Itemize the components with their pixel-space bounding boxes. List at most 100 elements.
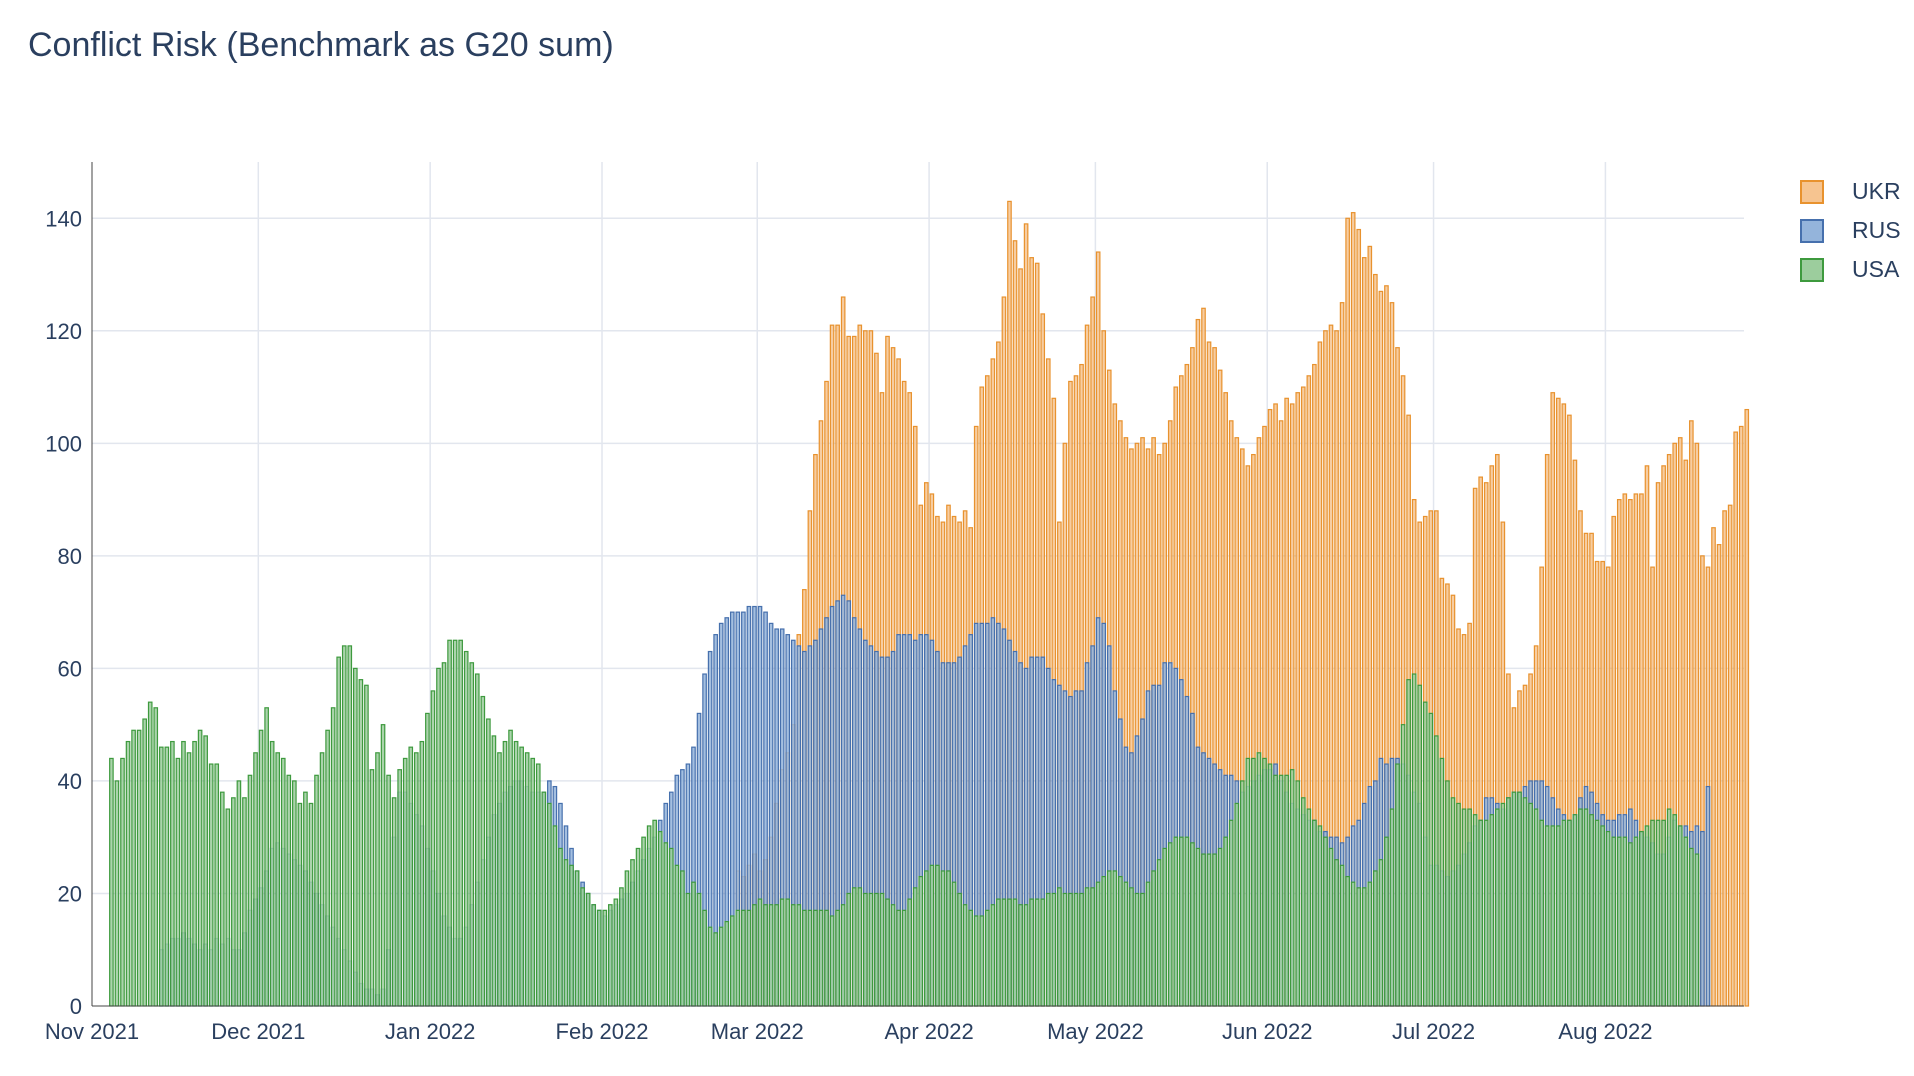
- bar-usa: [563, 859, 569, 1007]
- bar-usa: [1278, 774, 1284, 1007]
- bar-usa: [1450, 797, 1456, 1007]
- bar-usa: [402, 757, 408, 1007]
- bar-usa: [214, 763, 220, 1007]
- bar-usa: [513, 740, 519, 1007]
- legend-item-usa[interactable]: USA: [1800, 250, 1901, 289]
- legend: UKR RUS USA: [1800, 172, 1901, 289]
- bar-usa: [790, 904, 796, 1007]
- bar-usa: [1666, 808, 1672, 1007]
- bar-usa: [1273, 774, 1278, 1007]
- bar-usa: [441, 662, 447, 1007]
- bar-ukr: [1744, 408, 1750, 1007]
- bar-usa: [1012, 898, 1018, 1007]
- bar-usa: [1323, 836, 1328, 1007]
- bar-usa: [1245, 757, 1251, 1007]
- bar-usa: [1317, 825, 1323, 1007]
- bar-usa: [330, 707, 336, 1007]
- bar-usa: [1167, 842, 1173, 1007]
- bar-usa: [1145, 881, 1151, 1007]
- bar-usa: [452, 639, 458, 1007]
- bar-usa: [1339, 864, 1345, 1007]
- bar-usa: [1106, 870, 1112, 1007]
- bar-usa: [674, 864, 680, 1007]
- bar-usa: [657, 830, 663, 1007]
- bar-usa: [1395, 763, 1400, 1007]
- bar-usa: [120, 757, 125, 1007]
- bar-usa: [1461, 808, 1467, 1007]
- bar-usa: [1639, 830, 1644, 1007]
- grid-lines: [92, 162, 1744, 1006]
- bar-usa: [1467, 808, 1472, 1007]
- bar-usa: [1389, 808, 1395, 1007]
- bar-usa: [829, 915, 835, 1007]
- bar-usa: [1090, 887, 1095, 1007]
- bar-usa: [912, 887, 918, 1007]
- bar-usa: [1007, 898, 1012, 1007]
- bar-usa: [984, 909, 990, 1007]
- bar-usa: [1367, 881, 1373, 1007]
- bar-usa: [219, 791, 225, 1007]
- bar-usa: [319, 752, 325, 1007]
- bar-usa: [147, 701, 153, 1007]
- bar-usa: [286, 774, 292, 1007]
- bar-usa: [713, 932, 718, 1007]
- bar-usa: [774, 904, 779, 1007]
- y-tick-label: 0: [70, 994, 82, 1019]
- legend-item-rus[interactable]: RUS: [1800, 211, 1901, 250]
- bar-usa: [668, 847, 674, 1007]
- legend-item-ukr[interactable]: UKR: [1800, 172, 1901, 211]
- bar-usa: [1689, 847, 1694, 1007]
- bar-ukr: [1722, 510, 1727, 1007]
- bar-usa: [901, 909, 907, 1007]
- bar-usa: [192, 740, 197, 1007]
- bar-usa: [1600, 825, 1605, 1007]
- bar-usa: [1057, 887, 1062, 1007]
- x-tick-label: Nov 2021: [45, 1019, 139, 1044]
- bar-usa: [1489, 814, 1495, 1007]
- bar-usa: [1572, 814, 1578, 1007]
- bar-usa: [1184, 836, 1190, 1007]
- bar-usa: [1251, 757, 1256, 1007]
- bar-usa: [1400, 724, 1406, 1007]
- bar-usa: [242, 797, 247, 1007]
- bar-usa: [341, 645, 347, 1007]
- bar-usa: [1406, 679, 1411, 1007]
- y-tick-label: 140: [45, 206, 82, 231]
- bar-usa: [541, 791, 547, 1007]
- bar-usa: [652, 819, 658, 1007]
- bar-usa: [436, 667, 441, 1007]
- bar-usa: [474, 673, 480, 1007]
- bar-usa: [1661, 819, 1666, 1007]
- bar-usa: [1605, 830, 1611, 1007]
- bar-usa: [231, 797, 236, 1007]
- bar-usa: [1384, 836, 1389, 1007]
- bar-usa: [1206, 853, 1212, 1007]
- bar-usa: [1589, 814, 1594, 1007]
- bar-usa: [247, 774, 253, 1007]
- bar-usa: [269, 740, 275, 1007]
- bar-usa: [779, 898, 785, 1007]
- bar-usa: [1162, 847, 1168, 1007]
- bar-usa: [380, 724, 386, 1007]
- bar-usa: [391, 797, 397, 1007]
- bar-usa: [879, 892, 885, 1007]
- bar-usa: [574, 870, 580, 1007]
- bar-usa: [1045, 892, 1051, 1007]
- bar-usa: [718, 926, 724, 1007]
- bar-usa: [314, 774, 319, 1007]
- bar-usa: [236, 780, 242, 1007]
- bar-usa: [746, 909, 752, 1007]
- bar-usa: [1328, 847, 1334, 1007]
- bar-ukr: [1727, 504, 1733, 1007]
- legend-swatch-rus: [1800, 218, 1824, 243]
- bar-usa: [491, 735, 497, 1007]
- bar-usa: [1190, 842, 1195, 1007]
- bar-usa: [1677, 825, 1683, 1007]
- y-tick-label: 60: [58, 656, 82, 681]
- bar-usa: [353, 667, 358, 1007]
- bar-usa: [197, 729, 203, 1007]
- bar-usa: [1472, 814, 1478, 1007]
- bar-usa: [170, 740, 175, 1007]
- bar-usa: [519, 746, 524, 1007]
